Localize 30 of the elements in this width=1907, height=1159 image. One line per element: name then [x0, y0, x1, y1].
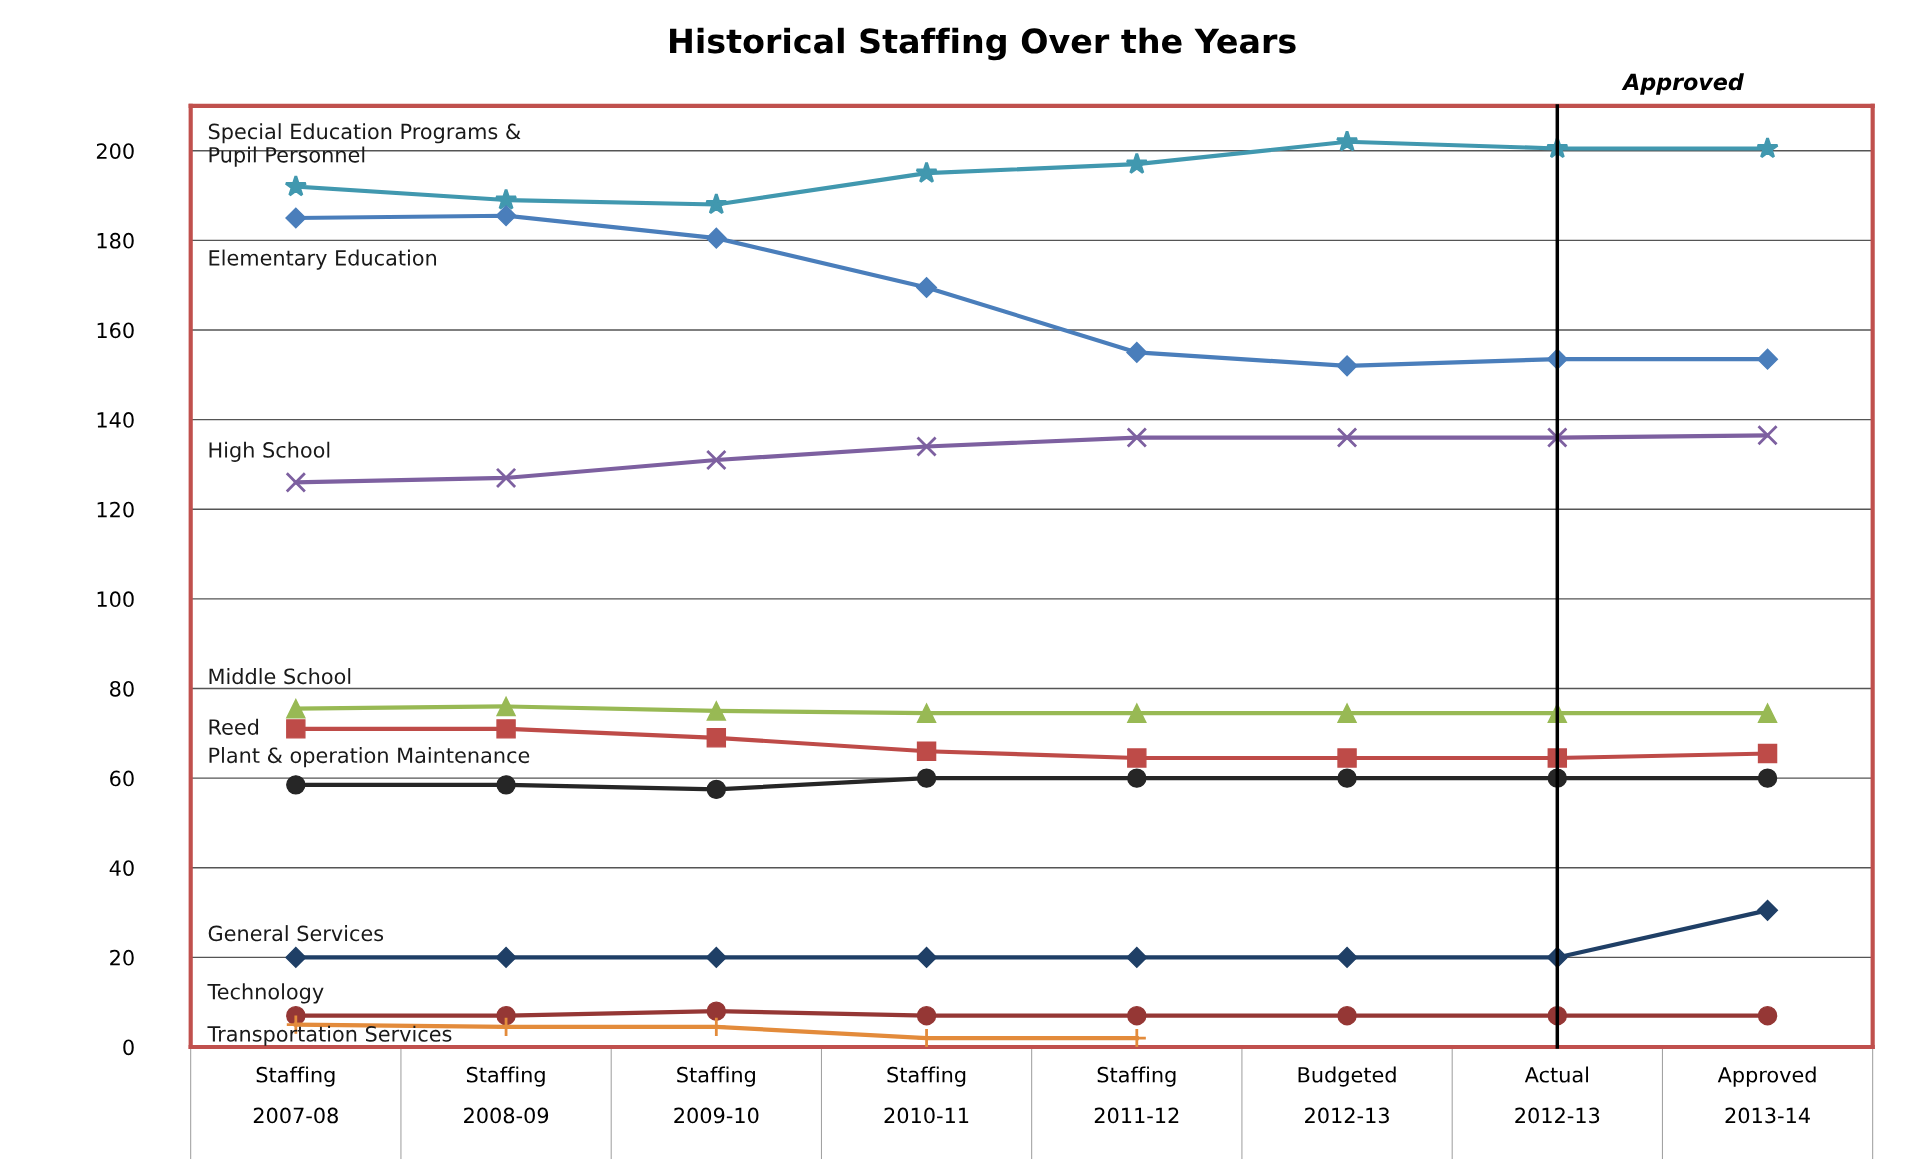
x-tick-label: Staffing 2007-08 [253, 1066, 338, 1124]
y-tick-label: 160 [97, 322, 134, 339]
x-tick-label: Staffing 2009-10 [674, 1066, 759, 1124]
x-tick-label: Budgeted 2012-13 [1298, 1066, 1396, 1124]
y-tick-label: 180 [97, 232, 134, 249]
x-tick-label: Staffing 2008-09 [464, 1066, 549, 1124]
y-tick-label: 40 [109, 860, 134, 876]
series-label: High School [209, 441, 330, 462]
y-tick-label: 120 [97, 501, 134, 518]
series-label: Reed [209, 718, 259, 735]
x-tick-label: Actual 2012-13 [1515, 1066, 1600, 1124]
series-label: Technology [207, 983, 324, 1004]
y-tick-label: 200 [96, 143, 134, 159]
y-tick-label: 20 [110, 949, 134, 966]
ref-line-label: Approved [1621, 73, 1744, 95]
series-label: Special Education Programs & Pupil Personnel [208, 123, 521, 167]
y-tick-label: 60 [110, 770, 134, 787]
series-label: Elementary Education [209, 249, 437, 270]
y-tick-label: 0 [123, 1039, 134, 1056]
series-label: Plant & operation Maintenance [209, 747, 530, 768]
y-tick-label: 140 [97, 412, 134, 428]
series-label: Middle School [209, 668, 351, 685]
y-tick-label: 100 [97, 591, 134, 608]
x-tick-label: Approved 2013-14 [1717, 1066, 1816, 1124]
series-label: Transportation Services [207, 1025, 452, 1046]
x-tick-label: Staffing 2010-11 [884, 1066, 969, 1124]
x-tick-label: Staffing 2011-12 [1094, 1066, 1179, 1124]
series-label: General Services [208, 925, 384, 942]
y-tick-label: 80 [110, 680, 134, 697]
chart-title: Historical Staffing Over the Years [670, 27, 1296, 61]
